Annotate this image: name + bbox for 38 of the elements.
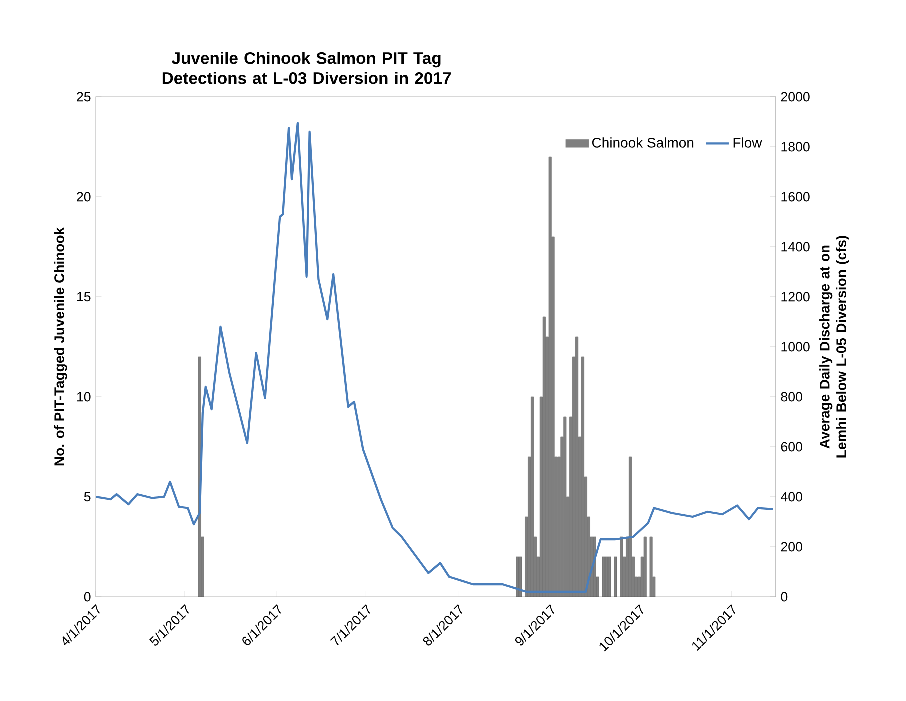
bar [531, 396, 534, 597]
y2-tick-label: 1600 [782, 192, 810, 202]
bar [650, 536, 653, 597]
bar [576, 336, 579, 597]
chart-title: Juvenile Chinook Salmon PIT Tag Detections at L-03 Diversion in 2017 [162, 52, 451, 84]
y2-tick-label: 1200 [782, 292, 810, 302]
y2-tick-label: 2000 [781, 92, 810, 102]
bar [542, 316, 546, 597]
y-tick-label: 15 [77, 292, 91, 302]
bar [564, 416, 567, 597]
y2-tick-label: 600 [781, 442, 802, 452]
bar [608, 556, 612, 597]
legend-label: Chinook Salmon [592, 138, 694, 148]
bar [548, 156, 552, 597]
bar [614, 556, 618, 597]
bar [644, 536, 647, 597]
bar [629, 456, 632, 597]
y2-tick-label: 0 [781, 592, 788, 602]
bar [602, 556, 606, 597]
y-tick-label: 0 [84, 592, 91, 602]
y-tick-label: 10 [77, 392, 91, 402]
bar [519, 556, 522, 597]
y2-tick-label: 800 [781, 392, 802, 402]
y2-tick-label: 1800 [782, 142, 810, 152]
legend-label: Flow [734, 138, 762, 148]
bar [582, 356, 584, 597]
y2-tick-label: 400 [781, 492, 802, 502]
y-tick-label: 5 [84, 492, 91, 502]
bar [620, 536, 624, 597]
y-tick-label: 25 [77, 92, 91, 102]
y2-axis-title: Average Daily Discharge at on Lemhi Below L-05 Diversion (cfs) [820, 236, 850, 458]
y-axis-title: No. of PIT-Tagged Juvenile Chinook [54, 227, 68, 466]
y2-tick-label: 1400 [782, 242, 810, 252]
y2-tick-label: 1000 [782, 342, 810, 352]
y2-tick-label: 200 [781, 542, 802, 552]
bar [516, 556, 520, 597]
line-series [96, 122, 774, 594]
y-tick-label: 20 [77, 192, 91, 202]
